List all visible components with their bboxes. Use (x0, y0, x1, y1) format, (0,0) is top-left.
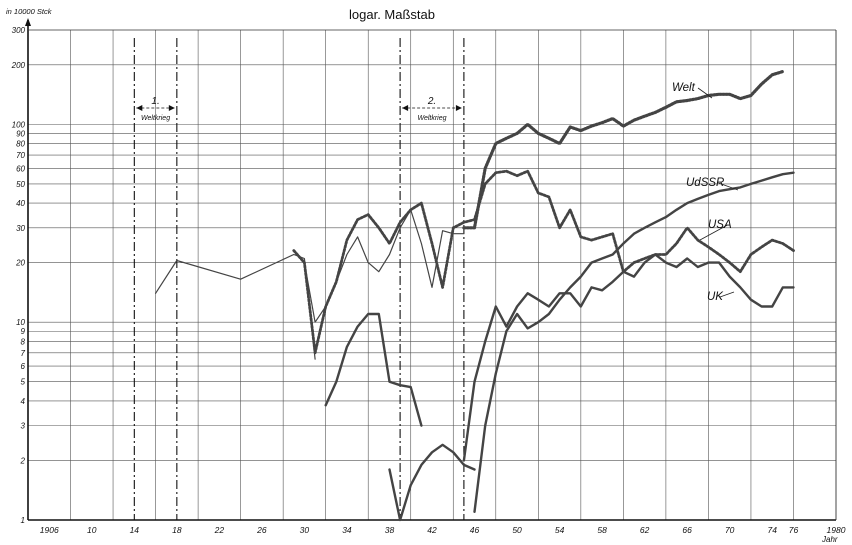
x-tick-label: 34 (342, 525, 352, 535)
x-tick-label: 66 (682, 525, 692, 535)
x-tick-label: 14 (130, 525, 140, 535)
y-tick-label: 20 (15, 259, 25, 268)
plot-frame (25, 18, 837, 521)
x-tick-label: 18 (172, 525, 182, 535)
x-axis-label: Jahr (821, 535, 838, 544)
y-tick-label: 9 (21, 327, 26, 336)
grid (27, 30, 837, 520)
y-axis-label: in 10000 Stck (6, 7, 53, 16)
war-annotations: 1. Weltkrieg 2. Weltkrieg (133, 38, 465, 520)
x-tick-label: 10 (87, 525, 97, 535)
series-label-udssr: UdSSR (686, 177, 724, 189)
x-tick-labels: 1906 10 14 18 22 26 30 34 38 42 46 50 54 58 62 66 70 74 76… (40, 525, 846, 535)
war-span-arrow-right (455, 105, 462, 111)
x-tick-label: 42 (427, 525, 437, 535)
war-span-arrow-left (136, 105, 143, 111)
chart-title: logar. Maßstab (349, 7, 435, 22)
y-tick-label: 70 (16, 151, 25, 160)
war-number-label: 1. (151, 96, 159, 107)
x-tick-label: 76 (789, 525, 799, 535)
series-line-unnamed-7 (303, 209, 465, 323)
y-tick-label: 90 (16, 129, 25, 138)
war-span-arrow-right (168, 105, 175, 111)
y-tick-label: 40 (16, 199, 25, 208)
y-tick-label: 5 (21, 378, 26, 387)
y-axis-arrow (25, 18, 31, 26)
series-line-welt (462, 69, 785, 230)
series-layer (155, 69, 795, 522)
x-tick-label: 22 (214, 525, 225, 535)
war-name-label: Weltkrieg (141, 115, 170, 122)
series-leader-line (699, 224, 728, 241)
x-tick-label: 50 (512, 525, 522, 535)
y-tick-label: 10 (16, 318, 25, 327)
series-line-uk (462, 253, 795, 462)
y-tick-label: 50 (16, 180, 25, 189)
series-line-unnamed-6 (388, 443, 476, 522)
series-label-usa: USA (708, 219, 732, 231)
series-line-udssr (473, 171, 795, 513)
series-line-unnamed-5 (324, 312, 423, 427)
y-tick-label: 3 (21, 422, 26, 431)
x-tick-label: 74 (767, 525, 777, 535)
x-tick-label: 58 (597, 525, 607, 535)
y-tick-label: 200 (11, 61, 26, 70)
y-tick-label: 300 (12, 26, 26, 35)
war-span-arrow-left (402, 105, 409, 111)
series-leader-line (697, 87, 713, 99)
x-tick-label: 30 (300, 525, 310, 535)
war-name-label: Weltkrieg (417, 115, 446, 122)
series-labels: Welt UdSSR USA UK (672, 82, 739, 303)
x-tick-label: 70 (725, 525, 735, 535)
y-tick-label: 80 (16, 140, 25, 149)
series-label-uk: UK (707, 291, 724, 303)
war-number-label: 2. (427, 96, 436, 107)
y-tick-label: 1 (21, 516, 25, 525)
x-tick-label: 26 (256, 525, 267, 535)
y-tick-label: 100 (12, 120, 26, 129)
series-line-usa (292, 169, 795, 355)
series-leader-line (718, 182, 739, 191)
x-tick-label: 46 (470, 525, 480, 535)
y-tick-label: 7 (21, 349, 26, 358)
y-tick-label: 30 (16, 224, 25, 233)
y-tick-label: 2 (20, 456, 26, 465)
y-tick-label: 60 (16, 164, 25, 173)
x-tick-label: 1906 (40, 525, 59, 535)
y-tick-label: 8 (21, 337, 26, 346)
series-leader-line (719, 291, 735, 298)
x-tick-label: 54 (555, 525, 565, 535)
y-tick-label: 6 (21, 362, 26, 371)
x-tick-label: 62 (640, 525, 650, 535)
series-label-welt: Welt (672, 82, 696, 94)
x-tick-label: 38 (385, 525, 395, 535)
x-tick-label: 1980 (827, 525, 846, 535)
y-tick-label: 4 (21, 397, 26, 406)
